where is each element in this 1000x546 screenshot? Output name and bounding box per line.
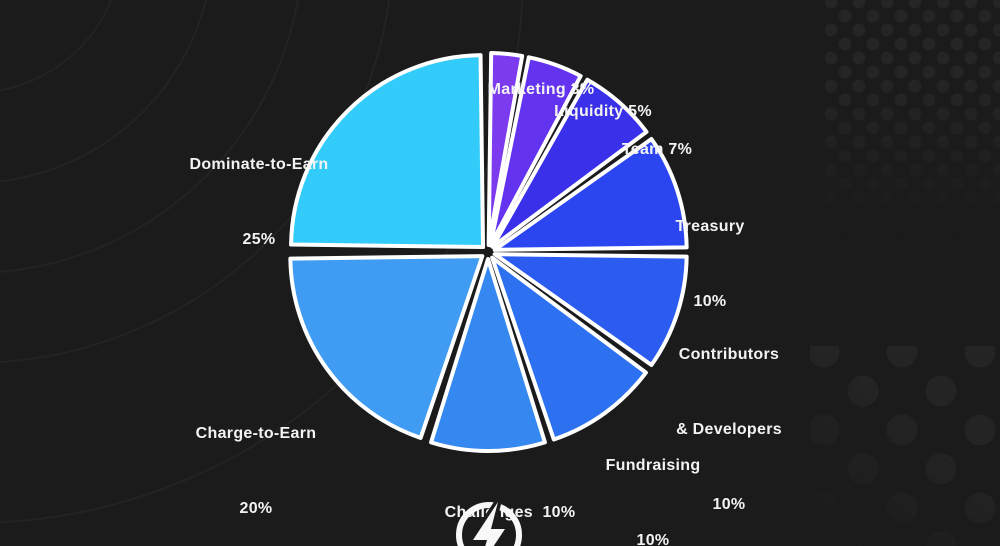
pie-label-line: Charge-to-Earn xyxy=(195,425,317,442)
pie-slice-treasury xyxy=(492,137,689,252)
pie-label-dominate-to-earn: Dominate-to-Earn 25% xyxy=(189,102,328,302)
pie-label-line: & Developers xyxy=(676,421,782,438)
pie-label-line: Fundraising xyxy=(605,457,701,474)
pie-label-marketing: Marketing 3% xyxy=(488,27,595,152)
pie-label-team: Team 7% xyxy=(622,87,692,212)
pie-label-line: 25% xyxy=(242,231,276,248)
pie-label-treasury: Treasury 10% xyxy=(675,164,744,364)
pie-slice-fundraising xyxy=(490,255,648,442)
pie-slice-marketing xyxy=(486,51,525,248)
pie-slice-charge-to-earn xyxy=(288,254,485,440)
pie-label-line: Dominate-to-Earn xyxy=(189,156,329,173)
pie-label-line: Contributors xyxy=(678,346,780,363)
lightning-bolt-icon xyxy=(469,498,509,546)
pie-slice-challenges xyxy=(429,257,547,453)
pie-slice-team xyxy=(490,77,649,249)
pie-label-line: Treasury xyxy=(675,218,745,235)
pie-label-line: 10% xyxy=(693,293,727,310)
pie-slice-dominate-to-earn xyxy=(289,53,486,250)
pie-label-line: 20% xyxy=(239,500,273,517)
pie-label-line: Liquidity 5% xyxy=(554,103,652,120)
pie-label-line: 10% xyxy=(636,532,670,546)
pie-slice-liquidity xyxy=(488,55,583,248)
lightning-bolt-logo xyxy=(456,498,522,546)
pie-slice-contributors-developers xyxy=(492,252,689,367)
pie-label-fundraising: Fundraising 10% xyxy=(606,403,701,546)
pie-label-line: 10% xyxy=(712,496,746,513)
pie-label-charge-to-earn: Charge-to-Earn 20% xyxy=(196,371,317,546)
pie-label-contributors-developers: Contributors & Developers 10% xyxy=(676,292,782,546)
pie-label-liquidity: Liquidity 5% xyxy=(554,49,652,174)
pie-label-line: Marketing 3% xyxy=(487,81,595,98)
pie-label-line: Team 7% xyxy=(621,141,693,158)
